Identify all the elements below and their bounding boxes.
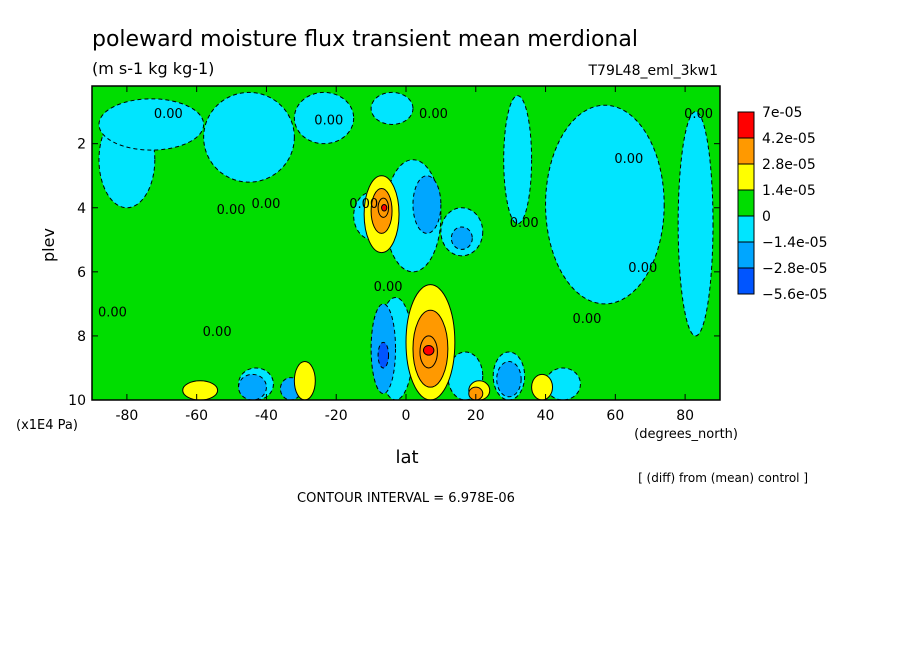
legend-label: 7e-05 xyxy=(762,105,802,121)
contour-region xyxy=(677,111,714,337)
legend-swatch xyxy=(737,241,755,269)
legend-label: 4.2e-05 xyxy=(762,131,816,147)
contour-region xyxy=(377,341,390,369)
contour-label: 0.00 xyxy=(684,107,713,122)
x-axis: -80 -60 -40 -20 0 20 40 60 80 xyxy=(115,86,694,424)
legend-swatch xyxy=(737,267,755,295)
x-tick-label: 40 xyxy=(537,408,555,424)
contour-label: 0.00 xyxy=(510,216,539,231)
x-tick-label: -80 xyxy=(115,408,138,424)
x-axis-units: (degrees_north) xyxy=(634,427,738,442)
legend-label: 0 xyxy=(762,209,771,225)
contour-region xyxy=(203,91,295,183)
x-tick-label: 20 xyxy=(467,408,485,424)
x-tick-label: -60 xyxy=(185,408,208,424)
legend-swatch xyxy=(737,111,755,139)
contour-region xyxy=(531,373,554,400)
y-axis: 2 4 6 8 10 xyxy=(68,137,720,409)
contour-region xyxy=(370,91,414,125)
contour-label: 0.00 xyxy=(349,197,378,212)
contour-region xyxy=(293,91,355,145)
legend-label: 1.4e-05 xyxy=(762,183,816,199)
y-tick-label: 6 xyxy=(77,265,86,281)
contour-label: 0.00 xyxy=(628,261,657,276)
contour-label: 0.00 xyxy=(614,152,643,167)
x-axis-label: lat xyxy=(395,447,418,468)
legend-swatch xyxy=(737,137,755,165)
legend-swatch xyxy=(737,163,755,191)
x-tick-label: 80 xyxy=(676,408,694,424)
diff-note: [ (diff) from (mean) control ] xyxy=(638,471,808,485)
contour-region xyxy=(293,361,316,400)
contour-region xyxy=(496,361,522,398)
contour-label: 0.00 xyxy=(572,312,601,327)
chart-units: (m s-1 kg kg-1) xyxy=(92,59,214,78)
x-tick-label: -40 xyxy=(255,408,278,424)
contour-region xyxy=(422,345,435,356)
contour-interval-label: CONTOUR INTERVAL = 6.978E-06 xyxy=(297,491,515,506)
contour-label: 0.00 xyxy=(419,107,448,122)
y-axis-label: plev xyxy=(39,228,58,262)
plot-area: 0.00 0.00 0.00 0.00 0.00 0.00 0.00 0.00 0.00 0.00… xyxy=(92,86,720,400)
chart-title: poleward moisture flux transient mean me… xyxy=(92,27,638,52)
legend-label: −1.4e-05 xyxy=(762,235,827,251)
legend-swatch xyxy=(737,189,755,217)
contour-region xyxy=(450,226,473,250)
contour-label: 0.00 xyxy=(374,280,403,295)
contour-label: 0.00 xyxy=(154,107,183,122)
contour-label: 0.00 xyxy=(203,325,232,340)
contour-region xyxy=(381,204,388,212)
contour-region xyxy=(545,104,665,305)
y-tick-label: 4 xyxy=(77,201,86,217)
contour-region xyxy=(98,98,205,151)
contour-region xyxy=(182,380,219,400)
contour-label: 0.00 xyxy=(217,203,246,218)
y-tick-label: 10 xyxy=(68,393,86,409)
legend-label: −5.6e-05 xyxy=(762,287,827,303)
legend-label: −2.8e-05 xyxy=(762,261,827,277)
contour-label: 0.00 xyxy=(252,197,281,212)
x-tick-label: 60 xyxy=(606,408,624,424)
x-tick-label: -20 xyxy=(325,408,348,424)
color-legend: 7e-05 4.2e-05 2.8e-05 1.4e-05 0 −1.4e-05 −2.8e… xyxy=(737,105,827,303)
legend-swatch xyxy=(737,215,755,243)
x-tick-label: 0 xyxy=(402,408,411,424)
contour-region xyxy=(412,175,442,234)
contour-label: 0.00 xyxy=(98,306,127,321)
contour-label: 0.00 xyxy=(314,113,343,128)
contour-region xyxy=(238,373,267,400)
legend-label: 2.8e-05 xyxy=(762,157,816,173)
y-tick-label: 2 xyxy=(77,137,86,153)
y-tick-label: 8 xyxy=(77,329,86,345)
y-axis-units: (x1E4 Pa) xyxy=(16,418,78,433)
run-label: T79L48_eml_3kw1 xyxy=(588,63,719,79)
contour-region xyxy=(503,95,533,225)
